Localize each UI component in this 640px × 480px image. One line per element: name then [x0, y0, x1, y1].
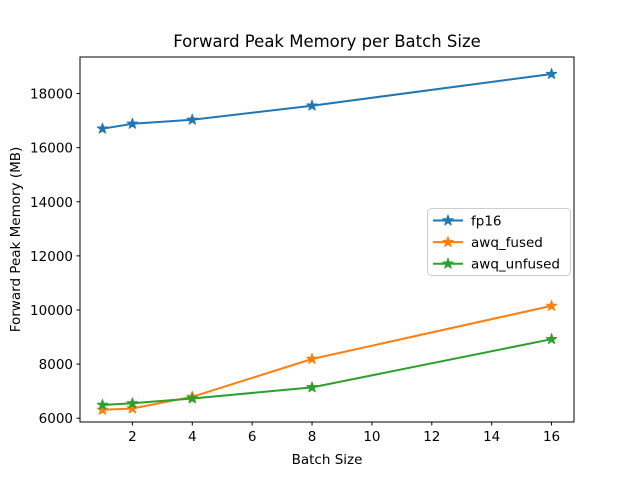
- x-tick-label: 10: [363, 429, 380, 445]
- legend-marker: [442, 257, 454, 269]
- legend-box: [427, 208, 571, 276]
- series-fp16: [96, 68, 558, 134]
- data-point-marker: [126, 397, 139, 409]
- x-tick-label: 6: [248, 429, 257, 445]
- data-point-marker: [545, 68, 558, 79]
- data-point-marker: [186, 113, 198, 125]
- data-point-marker: [186, 392, 198, 404]
- y-tick-label: 6000: [39, 411, 73, 427]
- legend-entry: awq_fused: [433, 235, 543, 251]
- data-point-marker: [306, 381, 318, 393]
- chart-title: Forward Peak Memory per Batch Size: [173, 32, 481, 51]
- y-tick-label: 16000: [30, 141, 73, 157]
- y-tick-label: 12000: [30, 249, 73, 265]
- x-tick-label: 2: [128, 429, 137, 445]
- data-point-marker: [126, 402, 139, 414]
- data-point-marker: [96, 403, 109, 415]
- x-tick-label: 16: [543, 429, 560, 445]
- series-line: [101, 338, 553, 406]
- series-awq_fused: [96, 299, 558, 415]
- legend-entry: fp16: [433, 214, 502, 230]
- series-line: [101, 73, 553, 130]
- legend-label: fp16: [471, 214, 502, 230]
- y-tick-label: 10000: [30, 303, 73, 319]
- legend-entry: awq_unfused: [433, 257, 560, 273]
- x-axis-label: Batch Size: [292, 452, 363, 468]
- y-tick-label: 18000: [30, 87, 73, 103]
- series-line: [101, 304, 553, 411]
- x-tick-label: 4: [188, 429, 197, 445]
- plot-layer: 2 4 6 8 10 12 14 16 6000 8000 10000 12000 14000 16000…: [30, 56, 575, 445]
- data-point-marker: [306, 352, 318, 364]
- data-point-marker: [126, 117, 139, 129]
- data-point-marker: [96, 398, 109, 410]
- plot-frame: [79, 56, 575, 423]
- y-axis-label: Forward Peak Memory (MB): [8, 147, 24, 333]
- x-tick-label: 12: [423, 429, 440, 445]
- y-tick-label: 8000: [39, 357, 73, 373]
- data-point-marker: [545, 333, 558, 345]
- legend-label: awq_unfused: [471, 257, 560, 273]
- x-tick-label: 14: [483, 429, 500, 445]
- data-point-marker: [96, 122, 109, 134]
- legend-marker: [442, 214, 454, 226]
- data-point-marker: [306, 99, 318, 111]
- legend: fp16 awq_fused awq_unfused: [427, 208, 571, 276]
- legend-marker: [442, 236, 454, 248]
- x-tick-label: 8: [308, 429, 317, 445]
- data-point-marker: [545, 299, 558, 311]
- legend-label: awq_fused: [471, 235, 543, 251]
- y-tick-label: 14000: [30, 195, 73, 211]
- series-awq_unfused: [96, 333, 558, 410]
